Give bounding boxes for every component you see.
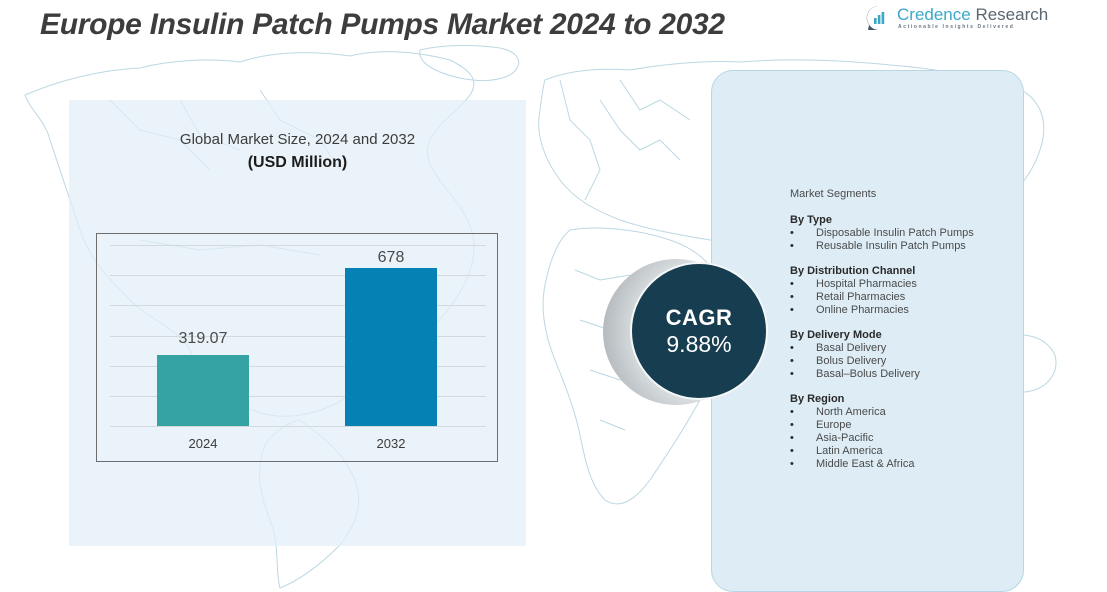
segment-item: Disposable Insulin Patch Pumps [790, 227, 1020, 240]
market-segments-list: Market Segments By Type Disposable Insul… [790, 188, 1020, 483]
gridline [110, 245, 486, 246]
segment-group-title: By Distribution Channel [790, 265, 916, 277]
segment-item: Basal Delivery [790, 342, 1020, 355]
segment-item: Hospital Pharmacies [790, 278, 1020, 291]
cagr-label: CAGR [665, 304, 733, 330]
gridline [110, 396, 486, 397]
page-title: Europe Insulin Patch Pumps Market 2024 t… [40, 8, 725, 41]
x-axis-label-2032: 2032 [376, 436, 406, 451]
segment-group-delivery-mode: By Delivery Mode Basal Delivery Bolus De… [790, 329, 1020, 381]
gridline [110, 336, 486, 337]
x-axis-label-2024: 2024 [188, 436, 218, 451]
segments-heading: Market Segments [790, 188, 877, 200]
segment-group-distribution-channel: By Distribution Channel Hospital Pharmac… [790, 265, 1020, 317]
gridline [110, 305, 486, 306]
segment-item: North America [790, 406, 1020, 419]
segment-item: Bolus Delivery [790, 355, 1020, 368]
bar-2032[interactable] [345, 268, 437, 426]
segment-group-region: By Region North America Europe Asia-Paci… [790, 393, 1020, 471]
chart-baseline [110, 426, 486, 427]
chart-unit-subtitle: (USD Million) [247, 154, 348, 171]
market-size-chart-panel [69, 100, 526, 546]
logo-wordmark: Credence Research [897, 5, 1048, 25]
segment-item: Asia-Pacific [790, 432, 1020, 445]
logo-tagline: Actionable Insights Delivered [898, 24, 1015, 30]
bar-chart-speech-bubble-icon [866, 5, 888, 30]
gridline [110, 275, 486, 276]
bar-value-label-2032: 678 [377, 249, 405, 266]
chart-plot-frame [96, 233, 498, 462]
segment-item: Latin America [790, 445, 1020, 458]
segment-group-title: By Type [790, 214, 832, 226]
credence-research-logo[interactable]: Credence Research Actionable Insights De… [866, 3, 1048, 33]
segment-group-title: By Delivery Mode [790, 329, 882, 341]
logo-wordmark-research: Research [970, 5, 1049, 24]
chart-title: Global Market Size, 2024 and 2032 [179, 131, 416, 148]
bar-2024[interactable] [157, 355, 249, 426]
segment-item: Basal–Bolus Delivery [790, 368, 1020, 381]
segment-item: Europe [790, 419, 1020, 432]
segment-group-title: By Region [790, 393, 845, 405]
cagr-value: 9.88% [666, 330, 732, 357]
segment-item: Retail Pharmacies [790, 291, 1020, 304]
logo-wordmark-credence: Credence [897, 5, 971, 24]
segment-item: Reusable Insulin Patch Pumps [790, 240, 1020, 253]
gridline [110, 366, 486, 367]
bar-value-label-2024: 319.07 [178, 330, 228, 347]
cagr-badge: CAGR 9.88% [630, 262, 768, 400]
segment-item: Online Pharmacies [790, 304, 1020, 317]
segment-item: Middle East & Africa [790, 458, 1020, 471]
segment-group-type: By Type Disposable Insulin Patch Pumps R… [790, 214, 1020, 253]
